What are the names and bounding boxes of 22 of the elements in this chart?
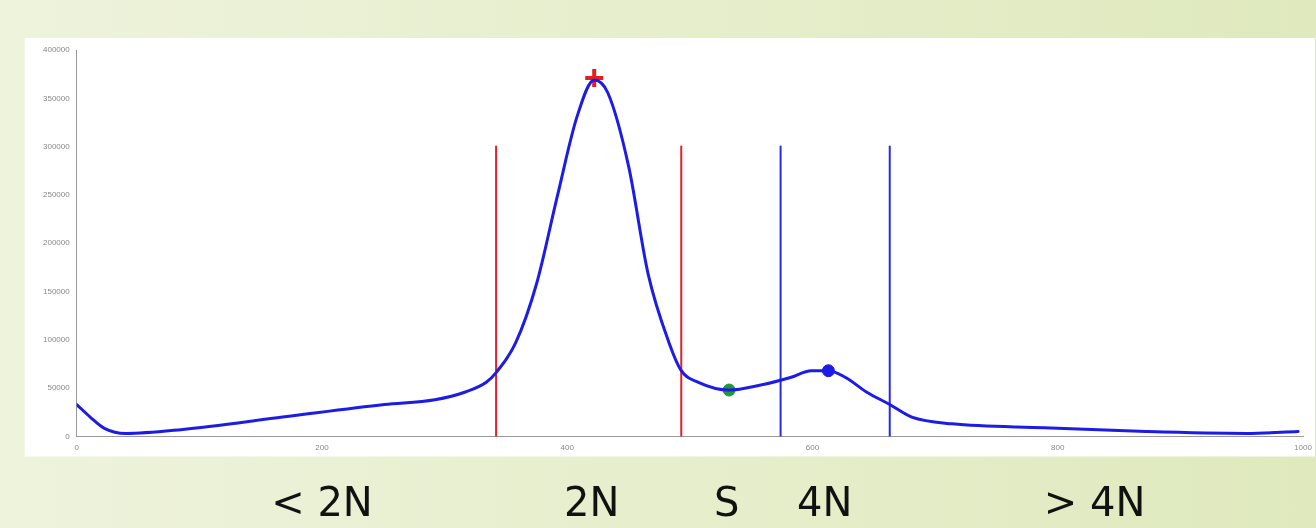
y-tick-label: 250000 — [42, 190, 71, 200]
x-tick-label: 800 — [1051, 443, 1065, 453]
x-tick-label: 200 — [315, 443, 330, 453]
line-series — [76, 78, 1300, 435]
point — [583, 67, 606, 90]
y-tick-label: 300000 — [42, 141, 71, 151]
y-tick-label: 150000 — [42, 286, 71, 296]
x-tick-label: 600 — [805, 443, 820, 453]
text: 4N — [797, 479, 853, 526]
y-tick-label: 100000 — [42, 335, 71, 344]
y-tick-label: 350000 — [42, 93, 71, 103]
text: 2N — [564, 479, 620, 526]
y-tick-label: 400000 — [42, 45, 71, 55]
y-tick-label: 50000 — [47, 383, 71, 393]
text: < 2N — [271, 479, 373, 526]
text: S — [713, 479, 740, 526]
x-tick-label: 1000 — [1294, 443, 1313, 453]
text: > 4N — [1043, 479, 1146, 526]
x-tick-label: 400 — [560, 443, 575, 453]
y-tick-label: 200000 — [42, 238, 71, 248]
x-tick-label: 0 — [74, 443, 80, 453]
y-tick-label: 0 — [65, 431, 71, 441]
